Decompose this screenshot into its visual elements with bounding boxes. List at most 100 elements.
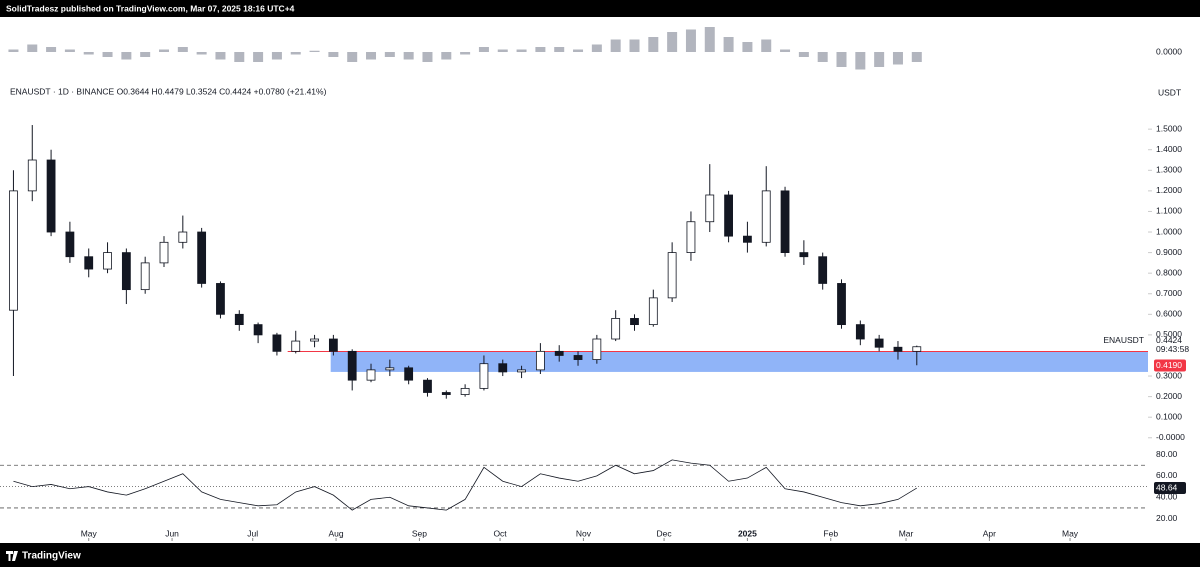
- osc-bar: [102, 52, 113, 57]
- osc-bar: [685, 29, 696, 52]
- osc-bar: [554, 47, 565, 52]
- osc-bar: [384, 52, 395, 57]
- osc-bar: [328, 52, 339, 57]
- x-tick-label: Jul: [247, 528, 258, 538]
- candle-body: [648, 297, 658, 326]
- hline-badge: [1154, 359, 1186, 372]
- candle-body: [592, 338, 602, 360]
- osc-bar: [177, 47, 188, 52]
- candle-body: [667, 252, 677, 299]
- candle-body: [686, 221, 696, 253]
- candle-body: [9, 190, 18, 311]
- hline-label: 0.4190: [1156, 360, 1182, 370]
- candle-body: [385, 367, 395, 371]
- osc-bar: [892, 52, 903, 65]
- candle-body: [347, 350, 357, 381]
- rsi-tick-label: 40.00: [1156, 492, 1178, 502]
- last-price: 0.4424: [1156, 335, 1182, 345]
- publisher: SolidTradesz published on TradingView.co…: [6, 3, 295, 13]
- candle-body: [855, 324, 865, 340]
- osc-bar: [836, 52, 847, 67]
- y-tick-label: 1.1000: [1156, 206, 1182, 216]
- y-tick-label: 0.8000: [1156, 267, 1182, 277]
- y-tick-label: 0.2000: [1156, 391, 1182, 401]
- x-tick-label: Nov: [576, 528, 592, 538]
- candle-body: [65, 231, 75, 258]
- osc-bar: [497, 49, 508, 52]
- osc-bar: [234, 52, 245, 62]
- candle-body: [780, 190, 790, 253]
- osc-tick-label: 0.0000: [1156, 46, 1182, 56]
- candle-body: [912, 346, 922, 352]
- candle-body: [140, 262, 150, 291]
- candle-body: [103, 252, 112, 270]
- candle-body: [423, 379, 432, 393]
- candle-body: [761, 190, 771, 243]
- y-tick-label: 0.5000: [1156, 329, 1182, 339]
- candle-body: [724, 194, 733, 237]
- y-tick-label: 1.2000: [1156, 185, 1182, 195]
- osc-bar: [121, 52, 132, 60]
- x-tick-label: May: [1062, 528, 1079, 538]
- osc-bar: [140, 52, 151, 57]
- candle-body: [159, 241, 169, 264]
- countdown: 09:43:58: [1156, 344, 1189, 354]
- osc-bar: [798, 52, 809, 57]
- osc-bar: [64, 49, 75, 52]
- rsi-tick-label: 60.00: [1156, 470, 1178, 480]
- candle-body: [743, 235, 752, 243]
- y-tick-label: 0.1000: [1156, 411, 1182, 421]
- x-tick-label: Dec: [657, 528, 673, 538]
- candle-body: [27, 159, 37, 192]
- osc-bar: [573, 49, 584, 52]
- y-tick-label: 1.3000: [1156, 165, 1182, 175]
- osc-bar: [723, 37, 734, 52]
- y-tick-label: 0.6000: [1156, 309, 1182, 319]
- top-bar: [0, 0, 1200, 17]
- osc-bar: [460, 52, 471, 55]
- x-tick-label: Apr: [983, 528, 996, 538]
- footer-brand: TradingView: [22, 551, 81, 562]
- candle-body: [234, 313, 244, 326]
- candle-body: [46, 159, 56, 233]
- support-zone: [330, 351, 1148, 372]
- candle-body: [837, 283, 846, 326]
- osc-bar: [629, 39, 640, 52]
- y-tick-label: 1.0000: [1156, 226, 1182, 236]
- osc-bar: [742, 42, 753, 52]
- osc-bar: [46, 47, 57, 52]
- x-tick-label: 2025: [738, 528, 757, 538]
- osc-bar: [403, 52, 414, 60]
- candle-body: [328, 338, 338, 352]
- candle-body: [818, 256, 828, 284]
- osc-bar: [591, 44, 602, 52]
- osc-bar: [253, 52, 264, 62]
- y-tick-label: 1.5000: [1156, 123, 1182, 133]
- y-tick-label: -0.0000: [1156, 432, 1185, 442]
- candle-body: [253, 324, 263, 336]
- osc-bar: [478, 47, 489, 52]
- osc-bar: [610, 39, 621, 52]
- osc-bar: [271, 52, 282, 60]
- osc-bar: [441, 52, 452, 60]
- osc-bar: [667, 32, 678, 52]
- candle-body: [893, 346, 903, 352]
- rsi-tick-label: 20.00: [1156, 513, 1178, 523]
- candle-body: [216, 283, 225, 315]
- osc-bar: [761, 39, 772, 52]
- x-tick-label: Aug: [329, 528, 344, 538]
- x-tick-label: Feb: [823, 528, 838, 538]
- osc-bar: [215, 52, 226, 60]
- y-tick-label: 0.3000: [1156, 370, 1182, 380]
- candle-body: [573, 355, 583, 360]
- x-tick-label: Oct: [493, 528, 507, 538]
- candle-body: [554, 350, 564, 356]
- price-unit: USDT: [1158, 87, 1181, 97]
- candle-body: [310, 338, 319, 342]
- osc-bar: [648, 37, 659, 52]
- candle-body: [441, 392, 451, 395]
- candle-body: [517, 369, 526, 373]
- osc-bar: [704, 27, 715, 52]
